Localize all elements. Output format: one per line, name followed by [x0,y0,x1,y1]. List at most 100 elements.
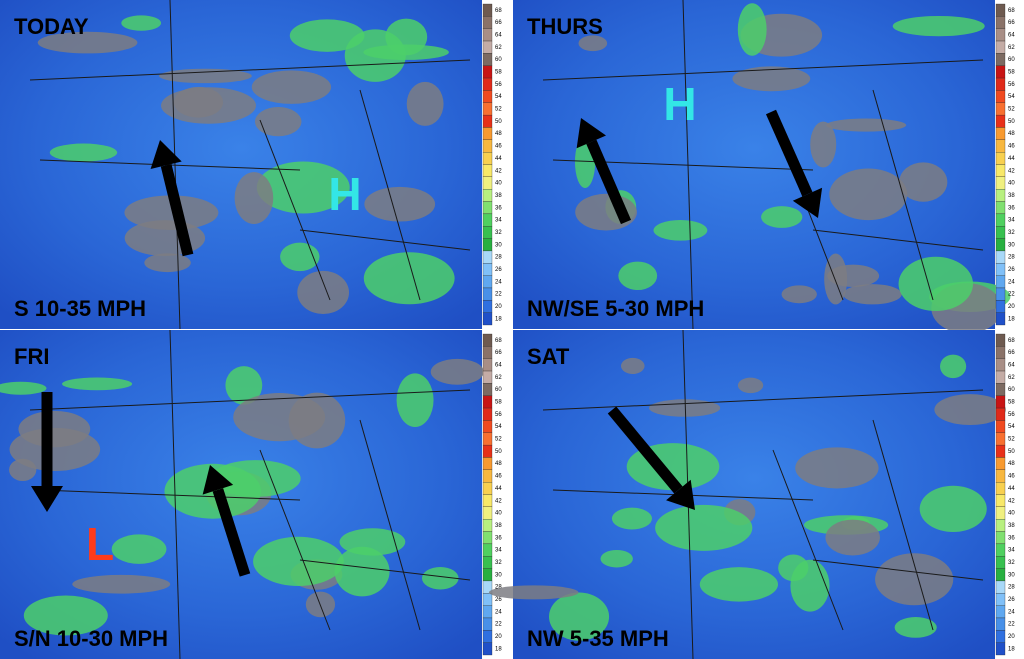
colorbar-tick-label: 30 [495,242,502,248]
wind-area [289,19,365,52]
border-line [29,59,471,81]
wind-label: NW 5-35 MPH [527,626,669,651]
colorbar-tick-label: 42 [1008,168,1015,174]
colorbar-tick-label: 52 [1008,437,1015,443]
colorbar-swatch [995,127,1006,140]
cloud-area [251,70,332,104]
colorbar-swatch [995,201,1006,215]
colorbar-tick-label: 56 [1008,412,1015,418]
day-label: TODAY [14,14,89,39]
colorbar-tick-label: 58 [1008,399,1015,405]
colorbar-tick-label: 32 [1008,560,1015,566]
colorbar-swatch [995,333,1006,347]
colorbar-swatch [482,469,493,483]
colorbar-tick-label: 20 [495,304,502,310]
wind-area [894,617,937,638]
colorbar-tick-label: 26 [495,597,502,603]
colorbar-swatch [482,531,493,545]
colorbar-tick-label: 22 [495,622,502,628]
colorbar-swatch [482,432,493,446]
colorbar-tick-label: 28 [1008,255,1015,261]
colorbar-swatch [482,287,493,301]
colorbar-swatch [482,201,493,215]
map-panel: 68 66 64 62 60 58 56 54 52 50 48 46 44 42 40 38 36 34 32 30… [488,329,1015,659]
cloud-area [795,447,879,489]
colorbar-tick-label: 66 [495,350,502,356]
colorbar-swatch [995,444,1006,458]
cloud-area [72,574,171,594]
colorbar-swatch [482,444,493,458]
cloud-area [825,519,880,556]
day-label: THURS [527,14,603,39]
colorbar-swatch [482,65,493,79]
colorbar-swatch [482,53,493,66]
border-line [299,229,471,251]
wind-area [653,219,708,241]
cloud-area [737,377,764,394]
cloud-area [233,393,326,442]
colorbar-swatch [482,90,493,103]
cloud-area [254,107,302,137]
colorbar-swatch [482,312,493,326]
wind-area [737,3,767,56]
pressure-center: L [86,518,114,570]
colorbar-tick-label: 48 [495,461,502,467]
cloud-area [430,358,484,385]
colorbar-swatch [482,568,493,582]
cloud-area [234,172,274,225]
colorbar-swatch [482,275,493,289]
colorbar-tick-label: 40 [1008,511,1015,517]
colorbar-tick-label: 34 [1008,548,1015,554]
colorbar-tick-label: 50 [495,449,502,455]
colorbar-swatch [995,275,1006,289]
colorbar-swatch [995,152,1006,165]
wind-area [600,549,633,568]
cloud-area [406,81,444,126]
colorbar-swatch [995,176,1006,190]
colorbar-tick-label: 52 [495,437,502,443]
colorbar-swatch [995,358,1006,372]
border-line [29,389,471,411]
border-line [259,119,331,301]
border-line [682,0,694,330]
colorbar-tick-label: 34 [495,548,502,554]
colorbar-tick-label: 44 [1008,156,1015,162]
colorbar-tick-label: 30 [1008,242,1015,248]
colorbar-swatch [482,176,493,190]
wind-area [940,354,967,379]
colorbar-swatch [482,370,493,384]
cloud-area [37,31,138,54]
wind-area [23,595,108,636]
wind-area [363,44,449,60]
colorbar-tick-label: 38 [1008,193,1015,199]
cloud-area [843,284,902,305]
colorbar-tick-label: 36 [495,535,502,541]
wind-area [618,261,658,291]
wind-area [898,256,974,312]
colorbar-swatch [995,263,1006,276]
colorbar-swatch [995,139,1006,153]
colorbar-tick-label: 54 [495,424,502,430]
colorbar-swatch [482,420,493,433]
colorbar-tick-label: 64 [1008,32,1015,38]
cloud-area [578,35,608,52]
wind-area [111,534,167,564]
colorbar-tick-label: 54 [495,94,502,100]
colorbar-swatch [995,77,1006,91]
colorbar-swatch [482,189,493,202]
border-line [542,59,984,81]
cloud-area [620,357,645,375]
border-line [169,329,181,659]
colorbar-tick-label: 30 [1008,572,1015,578]
colorbar-tick-label: 68 [495,8,502,14]
cloud-area [364,186,436,222]
colorbar-tick-label: 62 [1008,375,1015,381]
colorbar-swatch [482,482,493,495]
border-line [772,449,844,631]
colorbar-swatch [482,114,493,128]
colorbar-swatch [482,40,493,54]
wind-area [919,485,987,532]
wind-arrow-head [150,140,182,170]
colorbar-tick-label: 68 [1008,338,1015,344]
colorbar-tick-label: 54 [1008,94,1015,100]
